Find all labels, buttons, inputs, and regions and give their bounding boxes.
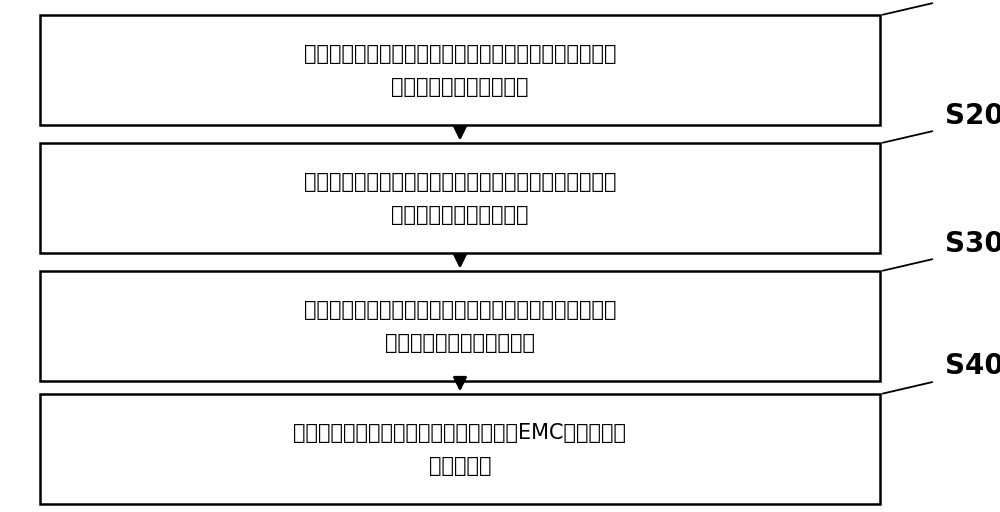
- Bar: [40, 143, 880, 253]
- Text: 根据所述全局网络模型进行车辆电磁兼容EMC仿真，并获
得仿真结果: 根据所述全局网络模型进行车辆电磁兼容EMC仿真，并获 得仿真结果: [293, 423, 626, 476]
- Text: 获取各个子系统的端口参数，根据所述端口参数构建各个
子系统的多端口网络模型: 获取各个子系统的端口参数，根据所述端口参数构建各个 子系统的多端口网络模型: [304, 172, 616, 225]
- Bar: [40, 271, 880, 381]
- Text: S20: S20: [945, 101, 1000, 130]
- Text: 根据耦合路径对车辆系统中的干扰源和敏感设备进行拓扑
分解，获得若干个子系统: 根据耦合路径对车辆系统中的干扰源和敏感设备进行拓扑 分解，获得若干个子系统: [304, 44, 616, 97]
- Text: S10: S10: [945, 0, 1000, 2]
- Text: S40: S40: [945, 352, 1000, 380]
- Bar: [40, 15, 880, 125]
- Text: 根据预设端口连接关系将各个子系统的多端口网络模型进
行整合，获得全局网络模型: 根据预设端口连接关系将各个子系统的多端口网络模型进 行整合，获得全局网络模型: [304, 300, 616, 353]
- Text: S30: S30: [945, 229, 1000, 258]
- Bar: [40, 394, 880, 504]
